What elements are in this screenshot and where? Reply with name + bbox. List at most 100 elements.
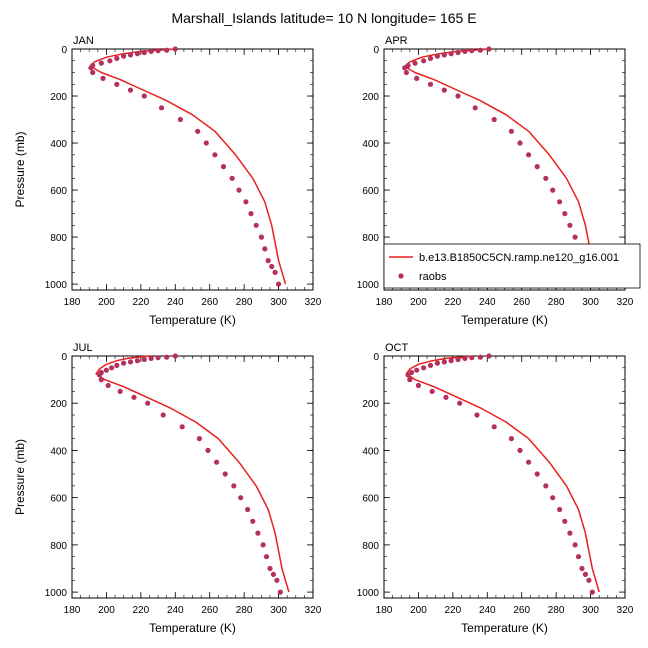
raobs-point: [414, 367, 420, 373]
panel-oct: 180 200 220 240 260 280 300 320 0 200 400 600 800 100…: [357, 342, 634, 635]
raobs-point: [229, 175, 235, 181]
raobs-point: [98, 60, 104, 66]
raobs-point: [164, 354, 170, 360]
raobs-point: [109, 365, 115, 371]
legend: b.e13.B1850C5CN.ramp.ne120_g16.001 raobs: [383, 243, 641, 289]
raobs-point: [582, 571, 589, 578]
x-tick-label: 320: [305, 605, 322, 616]
raobs-point: [575, 554, 582, 560]
raobs-point: [243, 199, 249, 205]
y-tick-label: 200: [362, 399, 379, 410]
raobs-point: [486, 46, 492, 52]
raobs-point: [508, 436, 514, 442]
raobs-point: [526, 459, 532, 465]
raobs-point: [231, 483, 237, 489]
raobs-point: [160, 412, 166, 418]
model-line-series: [405, 355, 600, 593]
x-axis-title: Temperature (K): [461, 313, 548, 327]
x-tick-label: 260: [513, 605, 530, 616]
x-tick-label: 200: [410, 605, 427, 616]
raobs-point: [405, 372, 411, 378]
raobs-point: [131, 394, 137, 400]
raobs-point: [469, 355, 475, 361]
y-tick-label: 600: [50, 494, 67, 505]
model-line-series: [90, 48, 287, 285]
y-tick-label: 200: [50, 92, 67, 103]
raobs-point: [127, 87, 134, 93]
raobs-point: [172, 46, 178, 52]
raobs-point: [562, 518, 568, 524]
plot-frame: [71, 355, 314, 599]
x-tick-label: 200: [98, 605, 115, 616]
raobs-point: [214, 459, 220, 465]
y-tick-label: 400: [50, 446, 67, 457]
page-title: Marshall_Islands latitude= 10 N longitud…: [171, 10, 476, 26]
raobs-point: [220, 164, 227, 170]
raobs-point: [557, 199, 563, 205]
raobs-point: [203, 140, 209, 146]
raobs-point: [407, 377, 413, 383]
raobs-point: [491, 116, 497, 123]
x-axis-title: Temperature (K): [149, 621, 236, 635]
raobs-point: [236, 187, 242, 193]
raobs-point: [403, 69, 409, 76]
y-tick-label: 0: [61, 352, 67, 363]
raobs-point: [107, 58, 113, 64]
raobs-point: [134, 51, 140, 57]
panels: 180 200 220 240 260 280 300 320 0 200 400 600 800 100…: [13, 35, 634, 635]
raobs-point: [572, 234, 578, 240]
y-tick-label: 800: [362, 541, 379, 552]
legend-dot-swatch: [398, 273, 404, 279]
raobs-point: [421, 58, 427, 64]
raobs-point: [550, 495, 556, 501]
raobs-point: [148, 48, 154, 55]
raobs-point: [441, 359, 447, 365]
x-tick-label: 280: [548, 297, 565, 308]
raobs-point: [469, 48, 475, 54]
raobs-point: [415, 382, 421, 389]
legend-line-label: b.e13.B1850C5CN.ramp.ne120_g16.001: [419, 252, 619, 264]
raobs-point: [270, 571, 276, 578]
raobs-series: [96, 353, 283, 595]
y-tick-label: 400: [362, 139, 379, 150]
raobs-point: [127, 52, 134, 58]
x-tick-label: 220: [445, 605, 462, 616]
panel-label: JUL: [73, 342, 93, 354]
panel-apr: 180 200 220 240 260 280 300 320 0 200 400 600 800 100…: [357, 35, 634, 327]
raobs-point: [491, 424, 497, 430]
x-tick-label: 300: [270, 605, 287, 616]
x-tick-label: 320: [617, 297, 634, 308]
raobs-point: [245, 506, 251, 513]
y-tick-label: 0: [61, 45, 67, 56]
raobs-point: [105, 382, 111, 389]
x-tick-label: 260: [201, 605, 218, 616]
raobs-point: [543, 175, 549, 181]
raobs-point: [462, 48, 468, 55]
raobs-point: [267, 565, 273, 572]
model-line-series: [95, 355, 290, 593]
raobs-point: [121, 360, 127, 366]
y-tick-label: 400: [50, 139, 67, 150]
panel-label: APR: [385, 35, 408, 47]
y-tick-label: 1000: [357, 588, 380, 599]
raobs-point: [455, 49, 461, 56]
raobs-point: [100, 75, 106, 81]
raobs-point: [429, 388, 435, 394]
raobs-point: [526, 152, 532, 158]
panel-jan: 180 200 220 240 260 280 300 320 0 200 400 600 800 100…: [13, 35, 322, 327]
model-line-series: [403, 48, 600, 285]
x-tick-label: 240: [167, 297, 184, 308]
raobs-point: [96, 372, 103, 378]
raobs-point: [441, 87, 447, 93]
raobs-point: [263, 554, 270, 560]
panel-label: OCT: [385, 342, 409, 354]
raobs-point: [145, 400, 151, 406]
raobs-point: [141, 49, 147, 56]
raobs-point: [262, 246, 268, 252]
y-tick-label: 600: [362, 186, 379, 197]
raobs-point: [274, 577, 280, 583]
raobs-point: [98, 377, 104, 383]
raobs-point: [179, 424, 185, 430]
raobs-point: [486, 353, 492, 359]
